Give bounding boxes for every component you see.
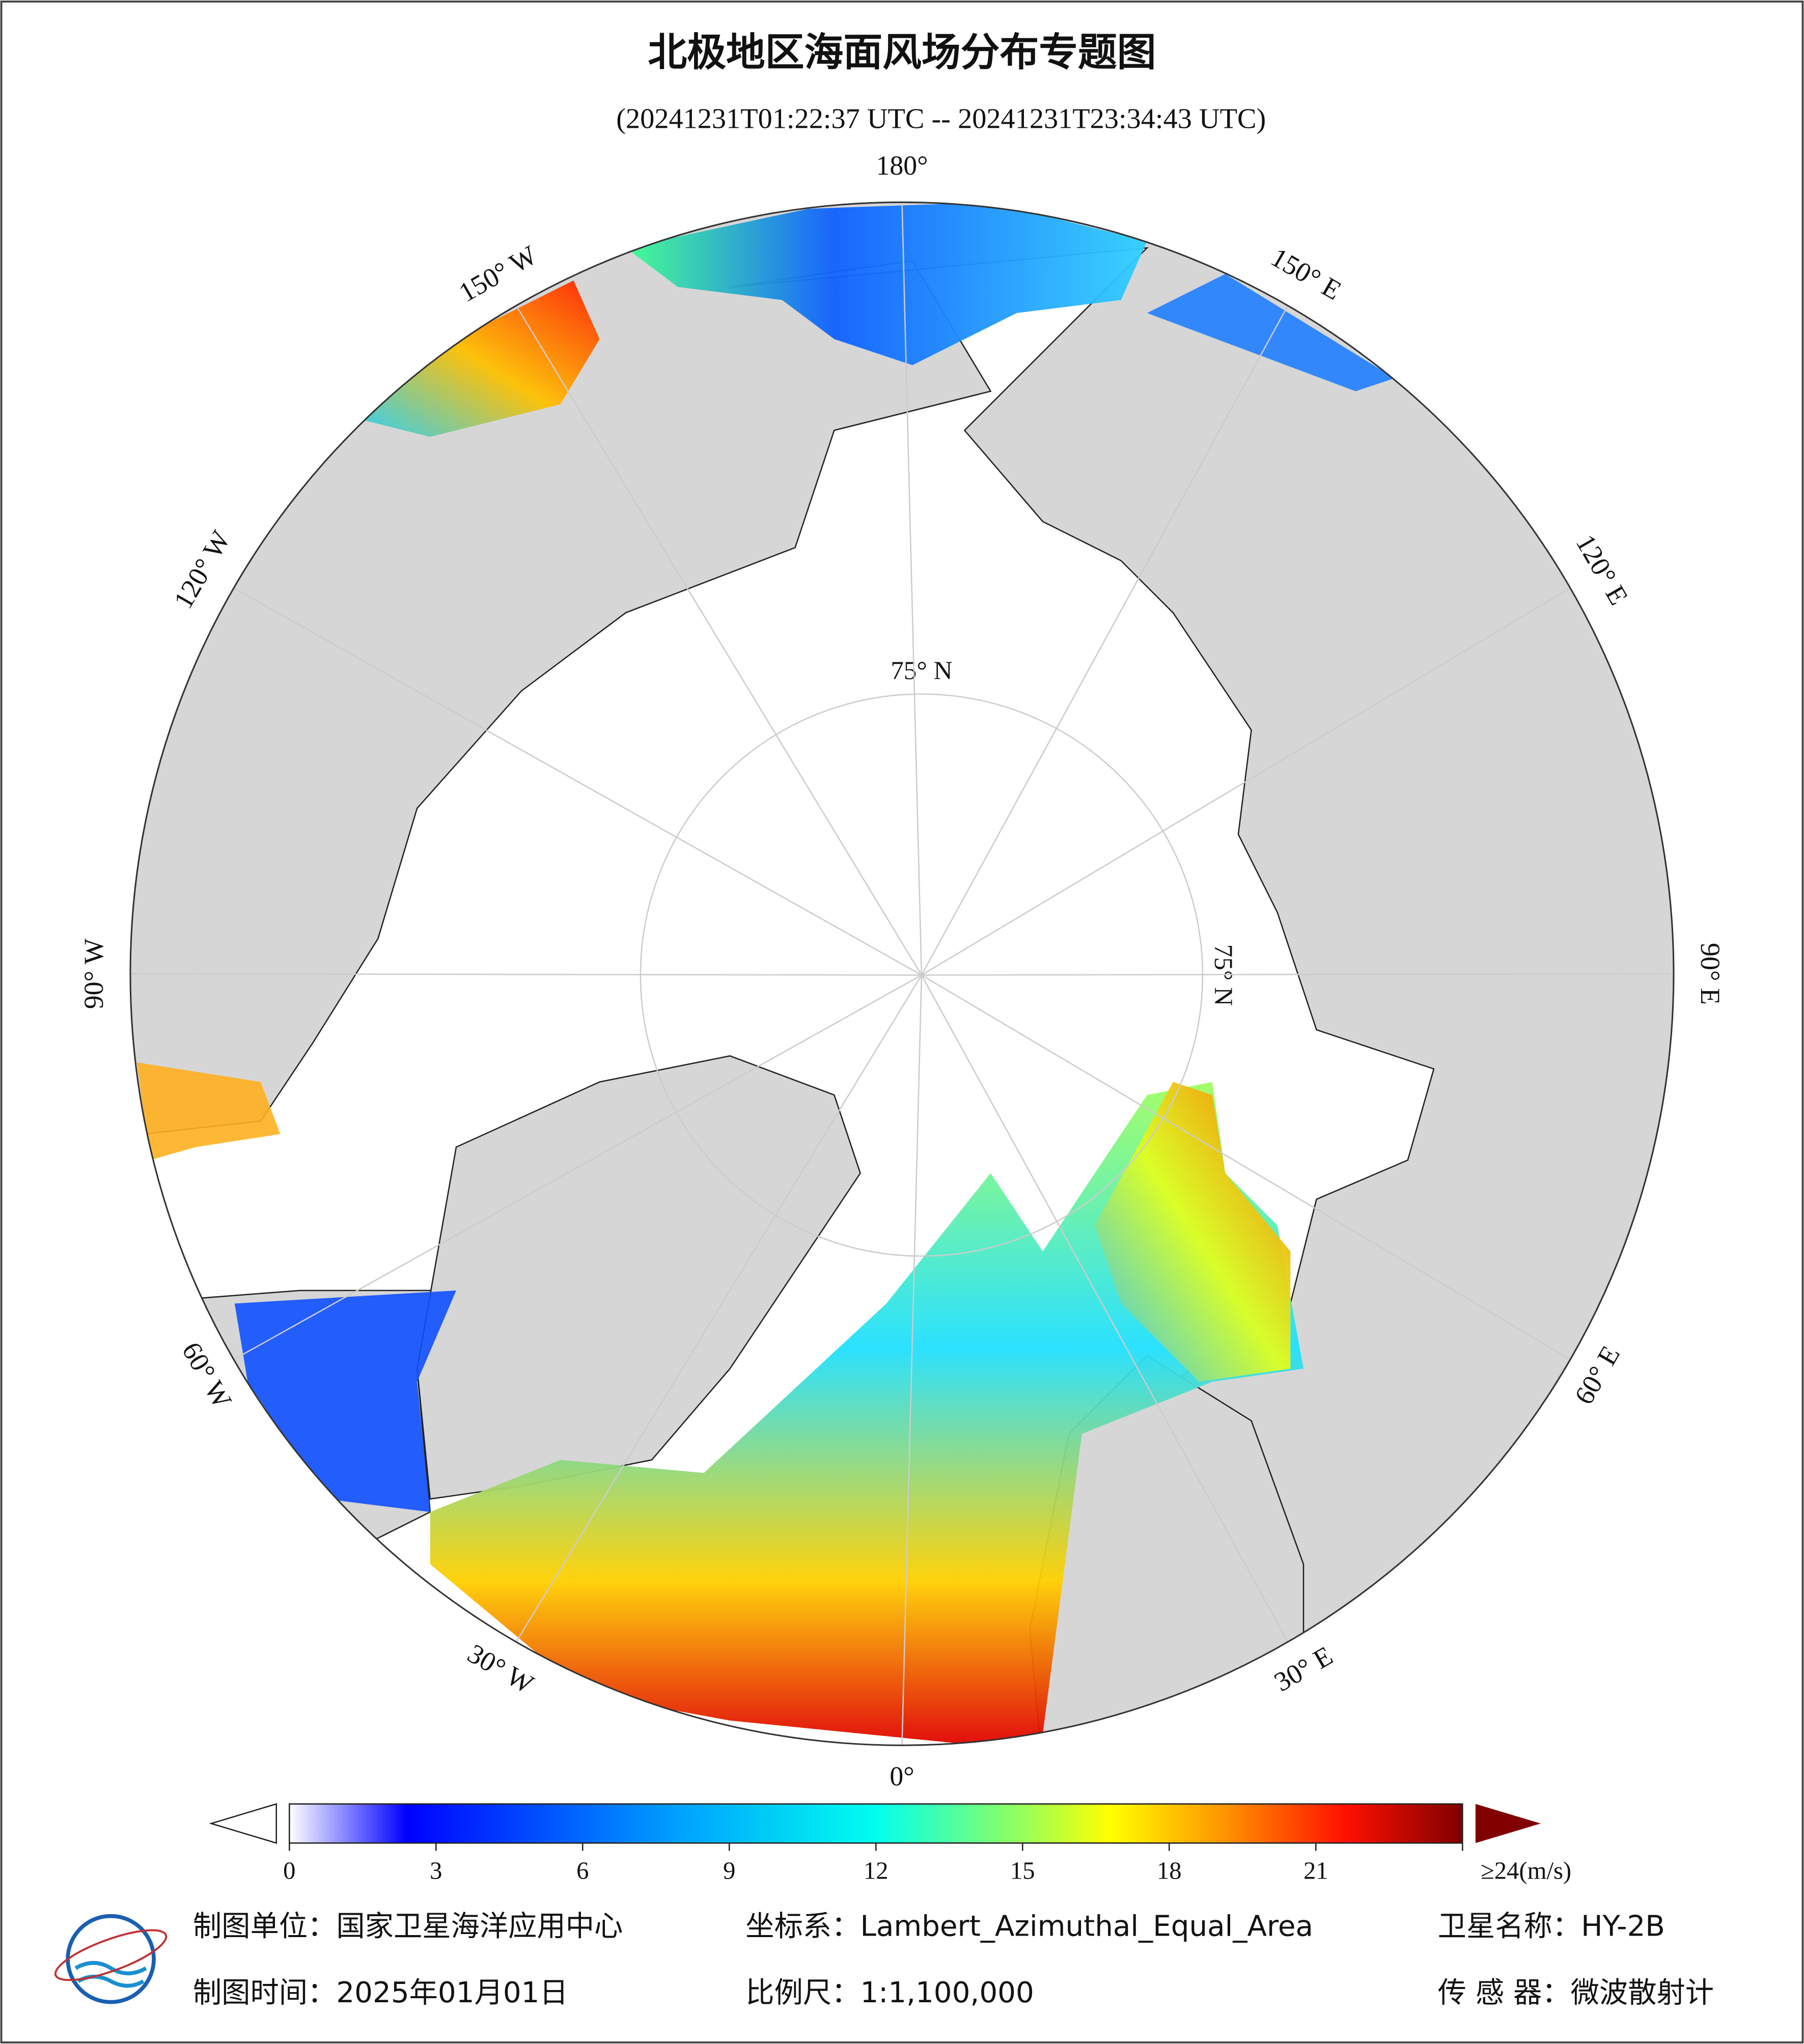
lat-label: 75° N: [891, 656, 952, 685]
lon-label: 120° E: [1570, 529, 1634, 610]
lon-label: 0°: [890, 1761, 914, 1791]
meridian: [921, 974, 1289, 1642]
colorbar-tick-label: 21: [1303, 1857, 1328, 1884]
lon-label: 90° E: [1695, 943, 1726, 1005]
wind-field-baffin: [234, 1290, 456, 1513]
lon-label: 180°: [876, 150, 928, 181]
footer-text: 卫星名称：HY-2B: [1438, 1910, 1665, 1943]
logo: [54, 1914, 168, 2004]
meridian: [901, 975, 923, 1746]
meridian: [921, 974, 1571, 1360]
lon-label: 30° E: [1269, 1640, 1338, 1698]
meridian: [921, 587, 1571, 976]
colorbar: [289, 1803, 1463, 1844]
meridian: [233, 587, 922, 976]
colorbar-tick-label: 0: [283, 1857, 295, 1884]
wind-field-bering: [625, 202, 1147, 366]
colorbar-min-arrow: [209, 1803, 277, 1844]
footer-text: 坐标系：Lambert_Azimuthal_Equal_Area: [745, 1910, 1313, 1943]
title: 北极地区海面风场分布专题图: [648, 30, 1156, 75]
meridian: [233, 974, 922, 1360]
meridian: [921, 305, 1289, 975]
meridian: [515, 305, 922, 976]
wind-field-atlantic: [430, 1082, 1303, 1746]
colorbar-tick-label: 12: [864, 1857, 889, 1884]
colorbar-tick-label: ≥24(m/s): [1481, 1857, 1571, 1884]
colorbar-tick-label: 9: [723, 1857, 735, 1884]
footer-text: 制图时间：2025年01月01日: [193, 1976, 568, 2009]
map: [130, 202, 1674, 1746]
colorbar-tick-label: 6: [576, 1857, 589, 1884]
lon-label: 150° E: [1266, 242, 1347, 306]
footer-text: 传 感 器：微波散射计: [1438, 1976, 1714, 2009]
wind-field-okhotsk: [1147, 274, 1395, 391]
colorbar-tick-label: 3: [430, 1857, 442, 1884]
lon-label: 60° E: [1568, 1340, 1626, 1409]
footer-text: 制图单位：国家卫星海洋应用中心: [193, 1910, 623, 1943]
colorbar-tick-label: 18: [1157, 1857, 1182, 1884]
footer-text: 比例尺：1:1,100,000: [745, 1976, 1034, 2009]
meridian: [921, 973, 1674, 976]
subtitle: (20241231T01:22:37 UTC -- 20241231T23:34…: [616, 103, 1266, 134]
wind-field-alaska: [352, 280, 600, 437]
colorbar-max-arrow: [1475, 1804, 1541, 1843]
wind-field-hudson: [136, 1062, 281, 1160]
meridian: [515, 974, 922, 1642]
lon-label: 90° W: [78, 938, 109, 1009]
meridian: [901, 202, 923, 975]
wind-field-barents: [1095, 1082, 1291, 1382]
meridian: [130, 973, 922, 976]
map-border: [129, 201, 1675, 1746]
colorbar-tick-label: 15: [1010, 1857, 1035, 1884]
